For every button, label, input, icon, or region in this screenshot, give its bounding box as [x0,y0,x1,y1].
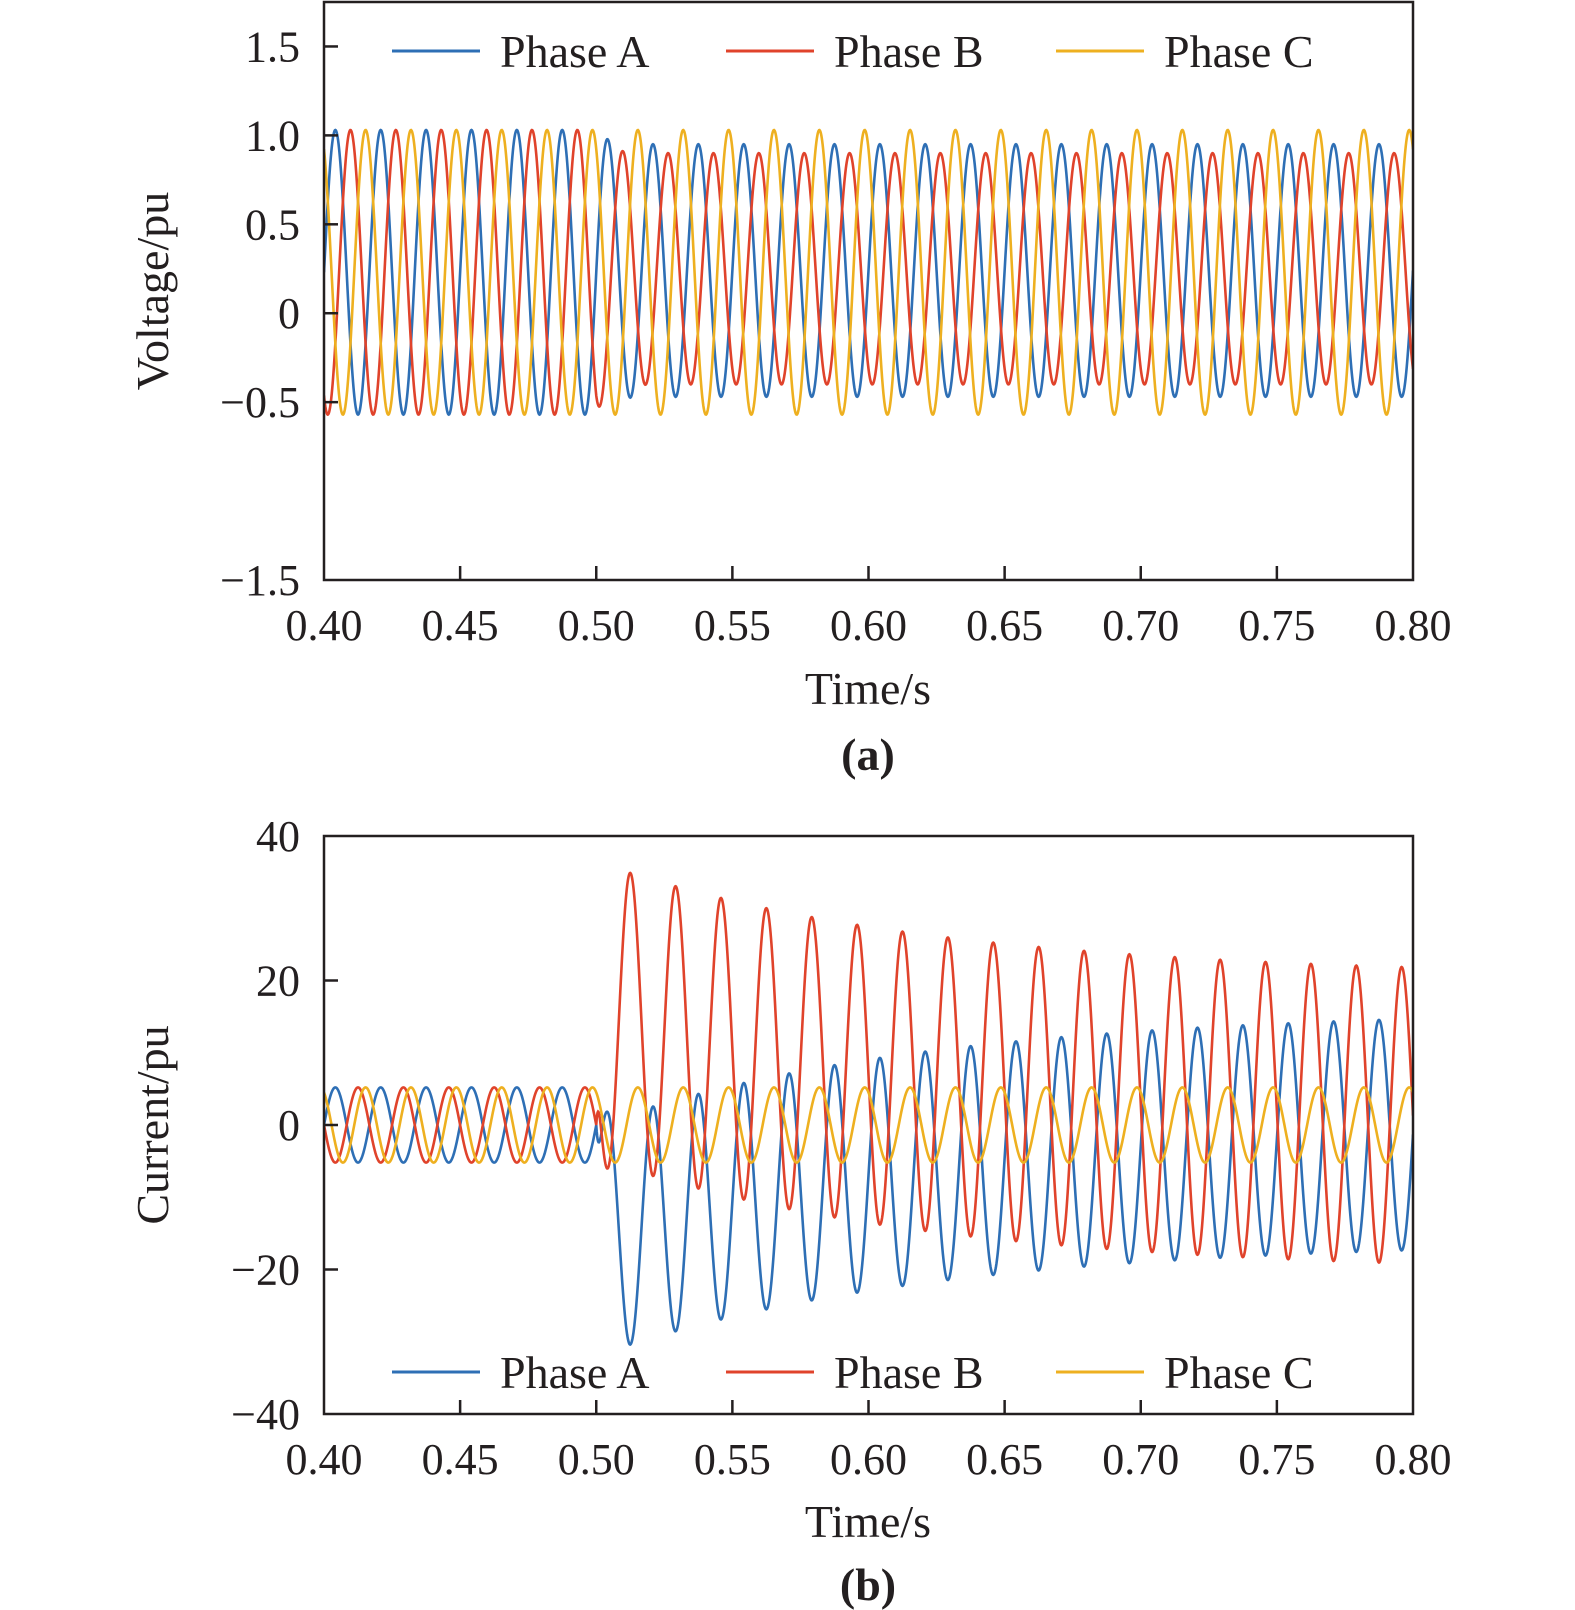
y-tick-label: 0 [278,289,300,338]
current-y-ticks: 40 20 0 −20 −40 [231,812,338,1439]
y-tick-label: −20 [231,1246,300,1295]
y-tick-label: 40 [256,812,300,861]
voltage-chart: 0.40 0.45 0.50 0.55 0.60 0.65 0.70 0.75 0.80 1.5… [127,0,1452,780]
voltage-series-group [324,128,1413,417]
y-tick-label: 0 [278,1101,300,1150]
current-series-phase-c [324,1086,1413,1164]
current-x-axis-title: Time/s [805,1496,931,1547]
y-tick-label: 0.5 [245,200,300,249]
y-tick-label: 1.5 [245,22,300,71]
y-tick-label: −40 [231,1390,300,1439]
current-chart: 0.40 0.45 0.50 0.55 0.60 0.65 0.70 0.75 0.80 40 2… [127,812,1452,1610]
x-tick-label: 0.60 [830,601,907,650]
x-tick-label: 0.45 [422,1435,499,1484]
legend-label-phase-a: Phase A [500,1347,650,1398]
y-tick-label: 20 [256,957,300,1006]
current-x-ticks: 0.40 0.45 0.50 0.55 0.60 0.65 0.70 0.75 0.80 [286,1400,1452,1484]
voltage-panel-caption: (a) [841,729,895,780]
x-tick-label: 0.60 [830,1435,907,1484]
x-tick-label: 0.55 [694,601,771,650]
x-tick-label: 0.45 [422,601,499,650]
current-y-axis-title: Current/pu [127,1025,178,1224]
x-tick-label: 0.50 [558,1435,635,1484]
x-tick-label: 0.80 [1375,1435,1452,1484]
voltage-series-phase-a [324,128,1413,417]
x-tick-label: 0.80 [1375,601,1452,650]
x-tick-label: 0.75 [1238,601,1315,650]
voltage-series-phase-c [324,128,1413,416]
x-tick-label: 0.50 [558,601,635,650]
current-series-group [324,871,1413,1346]
current-series-phase-b [324,871,1413,1265]
legend-label-phase-b: Phase B [834,1347,984,1398]
voltage-legend: Phase A Phase B Phase C [392,26,1314,77]
current-plot-frame [322,834,1415,1416]
x-tick-label: 0.40 [286,1435,363,1484]
voltage-series-phase-b [324,128,1413,416]
voltage-y-ticks: 1.5 1.0 0.5 0 −0.5 −1.5 [220,22,338,605]
voltage-x-ticks: 0.40 0.45 0.50 0.55 0.60 0.65 0.70 0.75 0.80 [286,566,1452,650]
y-tick-label: −1.5 [220,556,300,605]
legend-label-phase-c: Phase C [1164,26,1314,77]
x-tick-label: 0.55 [694,1435,771,1484]
x-tick-label: 0.70 [1102,1435,1179,1484]
current-panel-caption: (b) [840,1559,896,1610]
x-tick-label: 0.65 [966,1435,1043,1484]
legend-label-phase-a: Phase A [500,26,650,77]
current-legend: Phase A Phase B Phase C [392,1347,1314,1398]
legend-label-phase-c: Phase C [1164,1347,1314,1398]
voltage-x-axis-title: Time/s [805,663,931,714]
y-tick-label: 1.0 [245,111,300,160]
voltage-y-axis-title: Voltage/pu [127,192,178,390]
legend-label-phase-b: Phase B [834,26,984,77]
x-tick-label: 0.65 [966,601,1043,650]
y-tick-label: −0.5 [220,378,300,427]
x-tick-label: 0.70 [1102,601,1179,650]
x-tick-label: 0.40 [286,601,363,650]
x-tick-label: 0.75 [1238,1435,1315,1484]
